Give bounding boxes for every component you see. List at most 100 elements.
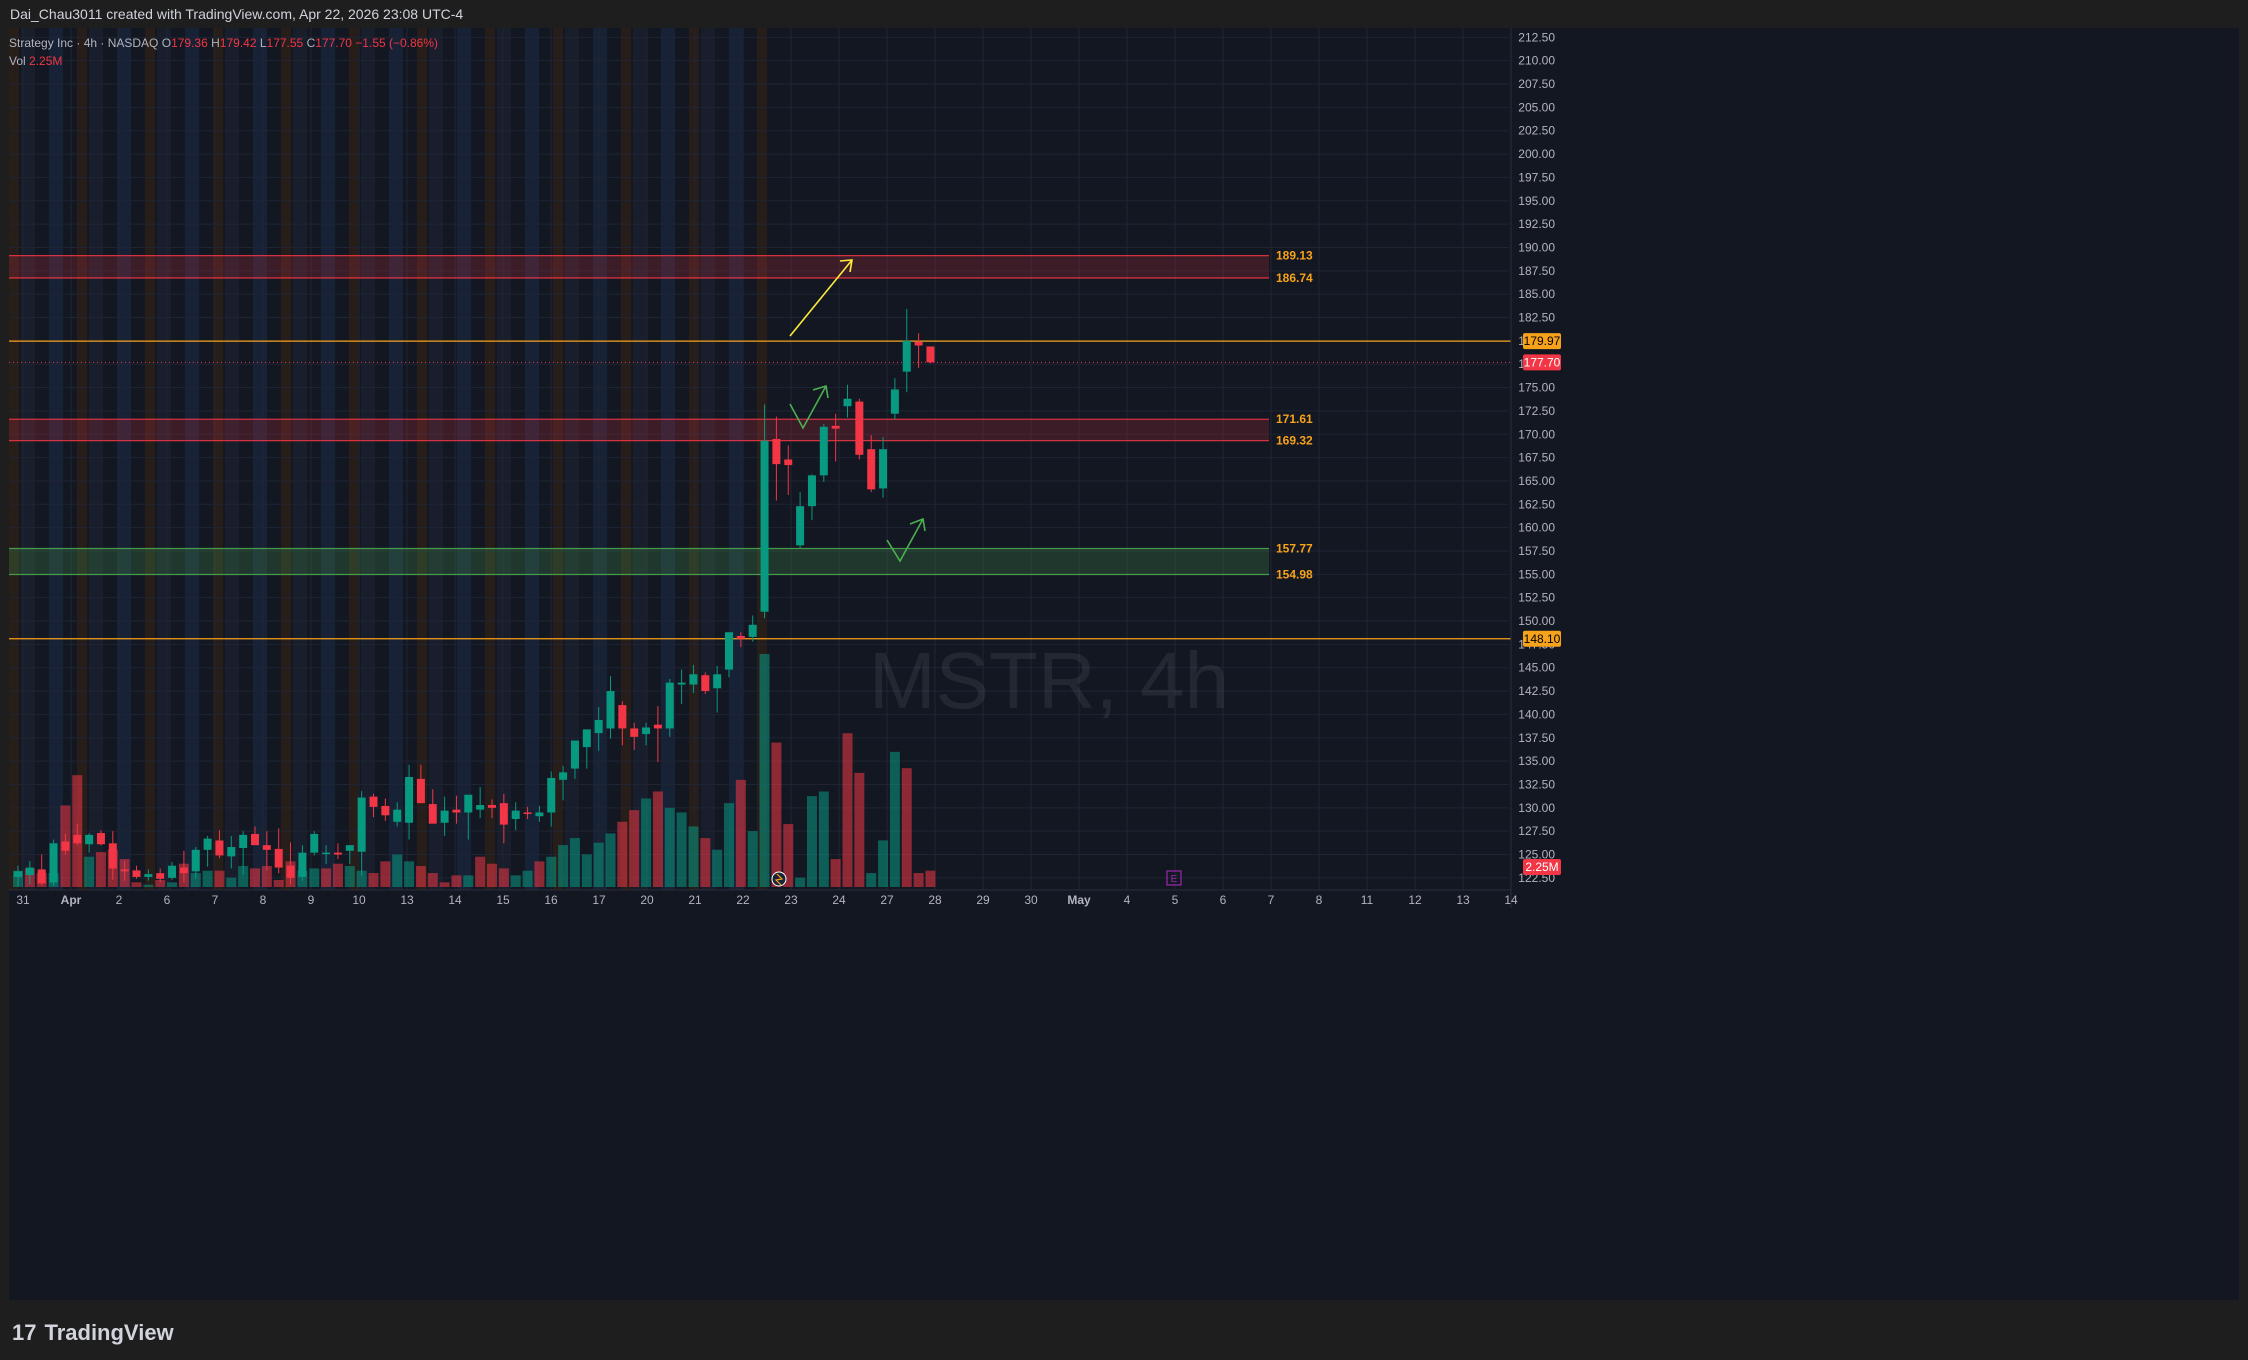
volume-label: Vol	[9, 54, 26, 68]
session-band	[689, 28, 699, 890]
y-tick-label: 172.50	[1518, 404, 1555, 418]
y-tick-label: 167.50	[1518, 451, 1555, 465]
candle-body	[606, 691, 615, 729]
volume-bar	[593, 842, 604, 887]
session-band	[349, 28, 359, 890]
candle-body	[523, 812, 532, 814]
projection-arrow	[789, 259, 853, 337]
x-tick-label: 13	[1456, 893, 1470, 907]
session-band	[117, 28, 131, 890]
y-tick-label: 170.00	[1518, 427, 1555, 441]
candle-body	[14, 871, 22, 877]
x-tick-label: 28	[928, 893, 942, 907]
price-badge	[1523, 630, 1561, 647]
x-tick-label: 8	[1316, 893, 1323, 907]
session-band	[593, 28, 607, 890]
y-tick-label: 157.50	[1518, 544, 1555, 558]
tradingview-logo[interactable]: 17 TradingView	[12, 1320, 174, 1346]
y-tick-label: 132.50	[1518, 777, 1555, 791]
y-tick-label: 187.50	[1518, 264, 1555, 278]
tradingview-mark-icon: 17	[12, 1320, 37, 1345]
candle-body	[582, 729, 591, 748]
volume-bar	[830, 859, 841, 887]
volume-bar	[759, 654, 770, 887]
ohlc-row: Strategy Inc · 4h · NASDAQ O179.36 H179.…	[9, 34, 569, 52]
y-tick-label: 210.00	[1518, 54, 1555, 68]
volume-bar	[700, 838, 711, 887]
volume-bar	[167, 882, 178, 887]
symbol-watermark: MSTR, 4h	[869, 636, 1229, 725]
volume-bar	[558, 845, 569, 887]
zone-resistance	[9, 419, 1269, 441]
x-tick-label: 15	[496, 893, 510, 907]
candle-body	[653, 724, 662, 729]
session-band	[497, 28, 511, 890]
candle-body	[416, 778, 425, 804]
session-band	[89, 28, 103, 890]
volume-bar	[439, 882, 450, 887]
candle-body	[37, 869, 46, 884]
x-tick-label: 22	[736, 893, 750, 907]
earnings-label: E	[1171, 874, 1178, 885]
y-tick-label: 150.00	[1518, 614, 1555, 628]
y-tick-label: 137.50	[1518, 731, 1555, 745]
x-tick-label: 12	[1408, 893, 1422, 907]
candle-body	[630, 728, 639, 737]
candle-body	[618, 705, 627, 729]
x-tick-label: May	[1067, 893, 1091, 907]
candle-body	[49, 843, 58, 883]
volume-bar	[404, 861, 415, 887]
volume-bar	[652, 791, 663, 887]
candle-body	[132, 870, 141, 877]
volume-bar	[569, 838, 580, 887]
x-tick-label: 29	[976, 893, 990, 907]
candle-body	[807, 475, 816, 507]
volume-bar	[581, 854, 592, 887]
candle-body	[369, 796, 378, 807]
x-tick-label: Apr	[61, 893, 82, 907]
candle-body	[926, 346, 935, 363]
volume-bar	[913, 873, 924, 887]
y-tick-label: 125.00	[1518, 848, 1555, 862]
zone-resistance	[9, 255, 1269, 278]
candle-body	[642, 727, 651, 735]
candle-body	[393, 809, 402, 822]
candle-body	[784, 459, 793, 466]
volume-bar	[747, 831, 758, 887]
x-tick-label: 24	[832, 893, 846, 907]
candle-body	[191, 849, 200, 872]
volume-bar	[463, 875, 474, 887]
price-badge	[1523, 333, 1561, 350]
symbol-legend: Strategy Inc · 4h · NASDAQ O179.36 H179.…	[9, 34, 569, 70]
volume-bar	[309, 868, 320, 887]
session-band	[389, 28, 403, 890]
candle-body	[239, 834, 248, 848]
session-band	[621, 28, 631, 890]
x-tick-label: 6	[1220, 893, 1227, 907]
session-band	[633, 28, 647, 890]
volume-bar	[771, 742, 782, 887]
volume-bar	[415, 866, 426, 887]
zone-support	[9, 548, 1269, 575]
volume-bar	[854, 772, 865, 887]
session-band	[553, 28, 563, 890]
open-label: O	[161, 36, 172, 50]
candle-body	[203, 838, 212, 850]
x-tick-label: 4	[1124, 893, 1131, 907]
volume-bar	[380, 861, 391, 887]
candle-body	[701, 675, 710, 692]
chart-panel[interactable]: MSTR, 4h 189.13 186.74 171.61 169.32 157.77 1…	[9, 28, 2239, 1300]
candle-body	[144, 874, 153, 877]
candle-body	[61, 841, 70, 851]
volume-bar	[688, 826, 699, 887]
candle-body	[914, 341, 923, 346]
y-tick-label: 165.00	[1518, 474, 1555, 488]
scenario-arrow	[886, 518, 924, 563]
candle-body	[689, 674, 698, 685]
session-band	[361, 28, 375, 890]
candle-body	[476, 805, 485, 810]
candle-body	[428, 804, 437, 824]
volume-bar	[605, 833, 616, 887]
chart-caption: Dai_Chau3011 created with TradingView.co…	[10, 6, 464, 22]
price-chart[interactable]: MSTR, 4h 189.13 186.74 171.61 169.32 157.77 1…	[9, 28, 2239, 1300]
